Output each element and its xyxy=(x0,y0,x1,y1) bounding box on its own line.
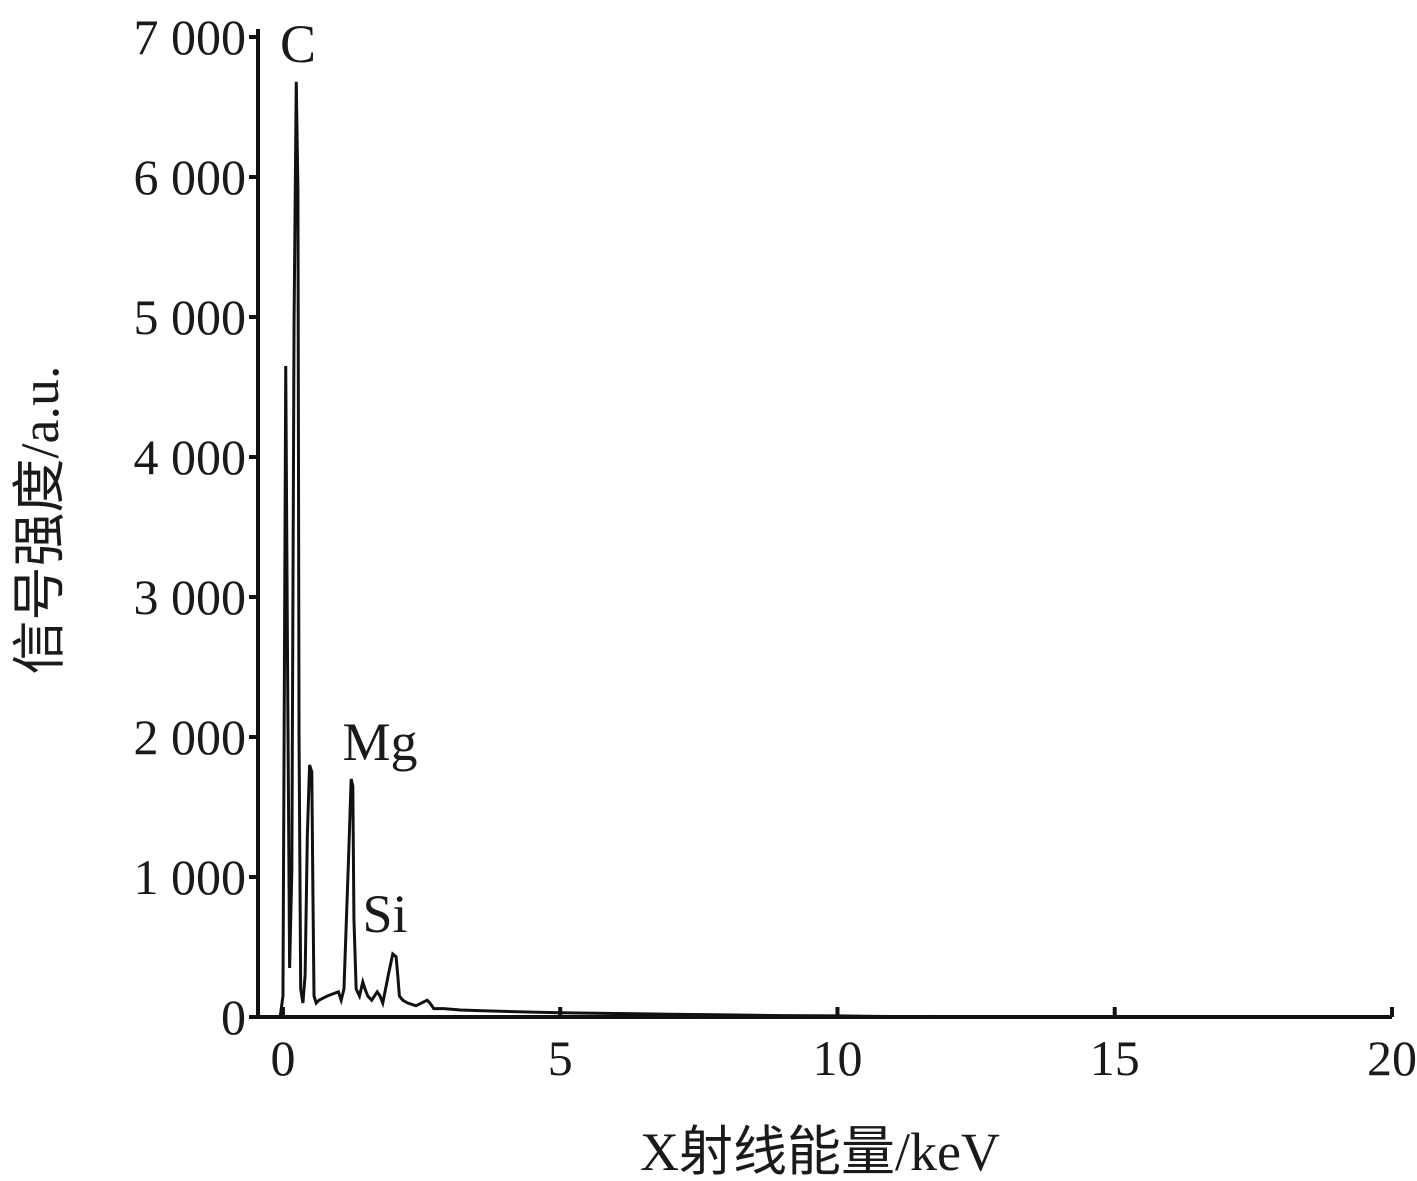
y-tick-label: 6 000 xyxy=(134,149,247,205)
x-tick-label: 0 xyxy=(270,1030,295,1086)
x-tick-label: 5 xyxy=(548,1030,573,1086)
peak-label: Mg xyxy=(342,712,417,772)
y-tick-label: 0 xyxy=(221,989,246,1045)
x-axis-title: X射线能量/keV xyxy=(640,1122,1000,1181)
y-tick-label: 3 000 xyxy=(134,569,247,625)
y-tick-label: 1 000 xyxy=(134,849,247,905)
x-tick-label: 15 xyxy=(1090,1030,1140,1086)
y-axis-title: 信号强度/a.u. xyxy=(10,366,70,675)
x-tick-label: 10 xyxy=(812,1030,862,1086)
y-tick-label: 2 000 xyxy=(134,709,247,765)
y-tick-label: 4 000 xyxy=(134,429,247,485)
y-tick-label: 7 000 xyxy=(134,9,247,65)
y-tick-label: 5 000 xyxy=(134,289,247,345)
peak-label: Si xyxy=(362,884,407,944)
spectrum-line xyxy=(278,81,938,1019)
x-tick-label: 20 xyxy=(1367,1030,1417,1086)
peak-label: C xyxy=(280,14,316,74)
